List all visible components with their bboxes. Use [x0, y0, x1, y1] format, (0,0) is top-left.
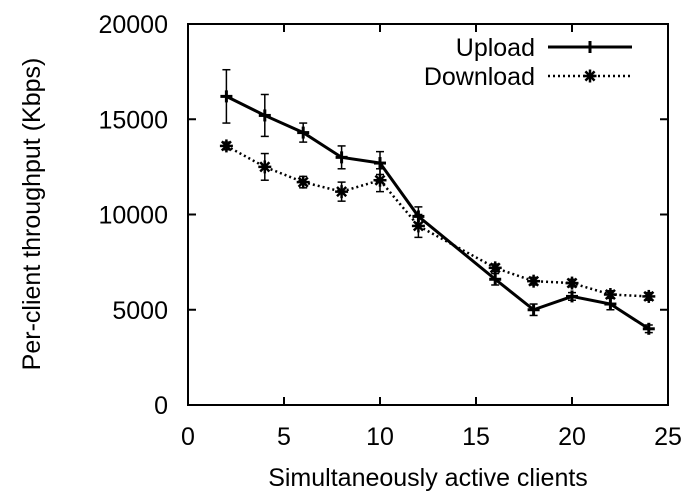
- data-point-upload: [527, 303, 540, 316]
- legend-label-download: Download: [424, 63, 535, 91]
- data-point-download: [527, 274, 541, 288]
- data-point-upload: [297, 126, 310, 139]
- x-tick-label: 5: [277, 423, 291, 451]
- legend: Upload Download: [424, 34, 632, 91]
- legend-marker-download: [583, 69, 597, 83]
- data-point-download: [565, 276, 579, 290]
- legend-plus-marker: [584, 41, 596, 53]
- data-point-upload: [258, 109, 271, 122]
- data-point-upload: [335, 151, 348, 164]
- y-tick-label: 10000: [98, 202, 168, 230]
- y-tick-label: 15000: [98, 106, 168, 134]
- data-point-upload: [220, 90, 233, 103]
- data-point-download: [488, 261, 502, 275]
- series-line-download: [225, 144, 649, 298]
- data-point-upload: [566, 290, 578, 303]
- data-point-upload: [412, 210, 425, 223]
- data-point-download: [219, 139, 233, 153]
- x-tick-label: 20: [558, 423, 586, 451]
- y-axis-ticks: 0 5000 10000 15000 20000: [98, 11, 668, 420]
- data-point-download: [296, 175, 310, 189]
- legend-marker-upload: [584, 41, 596, 53]
- series-upload: [220, 68, 655, 335]
- legend-asterisk-marker: [583, 69, 597, 83]
- data-point-download: [642, 289, 656, 303]
- series-line-upload: [225, 95, 650, 331]
- series-download: [219, 139, 656, 303]
- data-point-upload: [374, 157, 386, 170]
- y-tick-label: 20000: [98, 11, 168, 39]
- x-tick-label: 10: [366, 423, 394, 451]
- legend-label-upload: Upload: [456, 34, 535, 62]
- x-tick-label: 25: [654, 423, 682, 451]
- y-axis-title: Per-client throughput (Kbps): [18, 58, 46, 371]
- plot-layer: [219, 68, 656, 335]
- x-axis-ticks: 0 5 10 15 20 25: [181, 24, 682, 451]
- x-axis-title: Simultaneously active clients: [268, 464, 588, 492]
- data-point-upload: [604, 298, 617, 311]
- data-point-download: [258, 160, 272, 174]
- x-tick-label: 15: [462, 423, 490, 451]
- data-point-upload: [642, 322, 655, 335]
- data-point-upload: [489, 273, 502, 286]
- y-tick-label: 0: [154, 392, 168, 420]
- data-point-download: [373, 173, 387, 187]
- data-point-download: [335, 185, 349, 199]
- x-tick-label: 0: [181, 423, 195, 451]
- y-tick-label: 5000: [112, 297, 168, 325]
